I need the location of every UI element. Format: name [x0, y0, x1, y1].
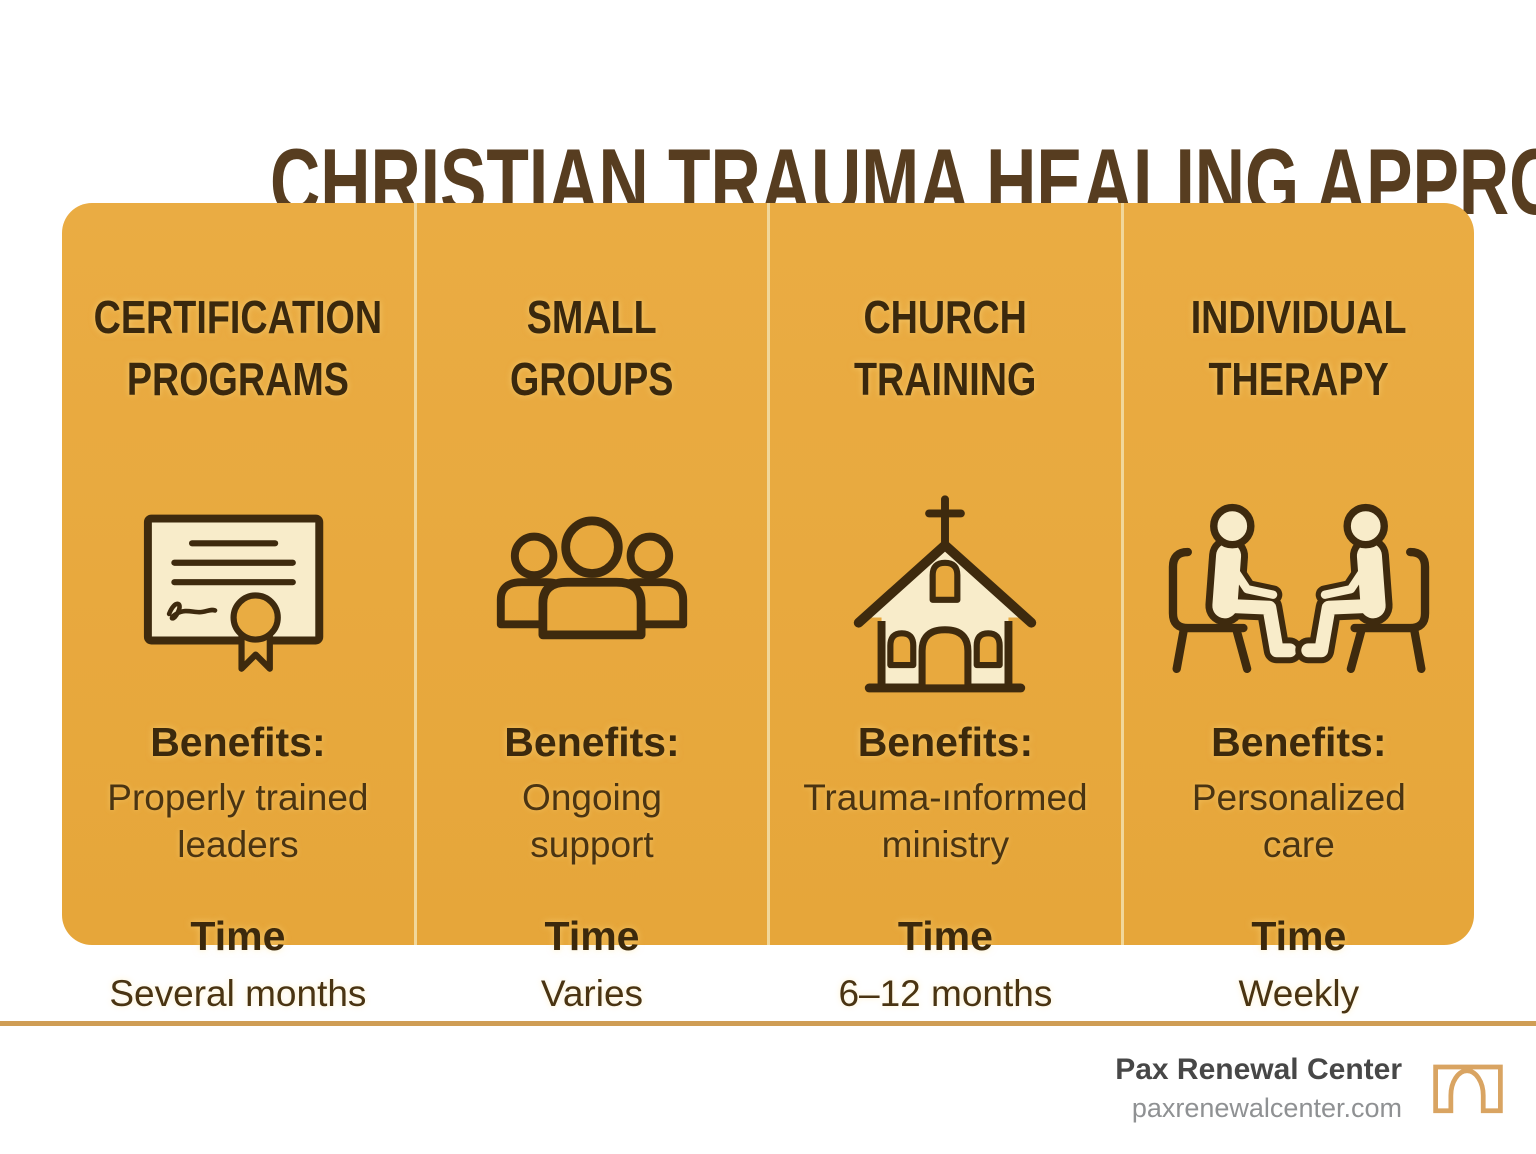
church-icon-svg [854, 495, 1037, 693]
arch-icon [1428, 1056, 1508, 1121]
benefits-label: Benefits: [1211, 719, 1387, 766]
column-church-training: CHURCH TRAINING Benefits: [767, 203, 1120, 1014]
column-certification-programs: CERTIFICATION PROGRAMS Benefits: Properl… [62, 203, 414, 1014]
benefits-label: Benefits: [857, 719, 1034, 766]
time-value: Weekly [1238, 973, 1360, 1015]
client-figure [1295, 504, 1430, 674]
footer: Pax Renewal Center paxrenewalcenter.com [1115, 1052, 1508, 1124]
therapist-figure [1168, 504, 1303, 674]
time-value: Several months [109, 973, 367, 1015]
footer-divider [0, 1021, 1536, 1026]
column-small-groups: SMALL GROUPS Benefits: Ongoing support T… [413, 203, 767, 1014]
brand-name: Pax Renewal Center [1115, 1053, 1402, 1086]
church-icon [770, 467, 1120, 715]
benefits-value: Properly trained leaders [107, 777, 369, 865]
column-header: INDIVIDUAL THERAPY [1190, 291, 1407, 405]
time-label: Time [1251, 913, 1347, 960]
footer-text: Pax Renewal Center paxrenewalcenter.com [1115, 1052, 1402, 1124]
column-header: SMALL GROUPS [510, 291, 674, 405]
column-individual-therapy: INDIVIDUAL THERAPY [1120, 203, 1474, 1014]
certificate-icon-svg [143, 514, 324, 673]
time-label: Time [544, 913, 640, 960]
therapy-icon [1124, 467, 1474, 715]
column-header: CERTIFICATION PROGRAMS [93, 291, 383, 405]
certificate-icon [62, 467, 414, 715]
arch-icon-svg [1433, 1064, 1503, 1113]
approaches-card: CERTIFICATION PROGRAMS Benefits: Properl… [62, 203, 1474, 1014]
group-icon [417, 467, 767, 715]
time-label: Time [897, 913, 993, 960]
benefits-label: Benefits: [504, 719, 680, 766]
column-header: CHURCH TRAINING [854, 291, 1037, 405]
benefits-label: Benefits: [150, 719, 326, 766]
brand-website: paxrenewalcenter.com [1131, 1093, 1402, 1123]
time-value: 6–12 months [838, 973, 1053, 1015]
time-label: Time [190, 913, 286, 960]
benefits-value: Trauma-ınformed ministry [803, 777, 1088, 865]
benefits-value: Personalized care [1191, 777, 1406, 865]
group-icon-svg [496, 516, 688, 640]
time-value: Varies [540, 973, 644, 1015]
benefits-value: Ongoing support [522, 777, 662, 865]
therapy-icon-svg [1168, 504, 1430, 674]
